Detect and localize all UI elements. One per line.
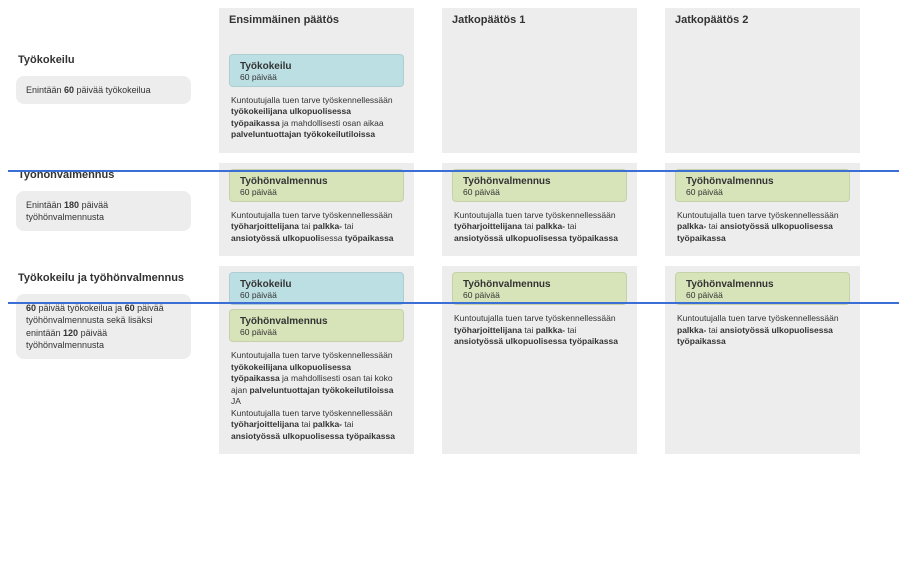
tyokokeilu-pill: Työkokeilu 60 päivää xyxy=(229,54,404,87)
row3-cell2: Työhönvalmennus 60 päivää Kuntoutujalla … xyxy=(442,266,637,454)
comparison-grid: Ensimmäinen päätös Jatkopäätös 1 Jatkopä… xyxy=(0,0,907,470)
cell-description: Kuntoutujalla tuen tarve työskennellessä… xyxy=(452,206,627,246)
pill-title: Työkokeilu xyxy=(240,279,393,290)
row3-cell1: Työkokeilu 60 päivää Työhönvalmennus 60 … xyxy=(219,266,414,454)
row1-cell2 xyxy=(442,48,637,153)
pill-sub: 60 päivää xyxy=(240,290,393,300)
pill-title: Työhönvalmennus xyxy=(686,176,839,187)
tyokokeilu-pill: Työkokeilu 60 päivää xyxy=(229,272,404,305)
cell-description: Kuntoutujalla tuen tarve työskennellessä… xyxy=(229,346,404,444)
row2-cell2: Työhönvalmennus 60 päivää Kuntoutujalla … xyxy=(442,163,637,256)
row1-title: Työkokeilu xyxy=(16,48,191,72)
pill-sub: 60 päivää xyxy=(240,72,393,82)
pill-sub: 60 päivää xyxy=(240,187,393,197)
row2-left: Työhönvalmennus Enintään 180 päivää työh… xyxy=(16,153,191,256)
header-col4: Jatkopäätös 2 xyxy=(665,8,860,48)
row2-cell1: Työhönvalmennus 60 päivää Kuntoutujalla … xyxy=(219,163,414,256)
tyohonvalmennus-pill: Työhönvalmennus 60 päivää xyxy=(452,272,627,305)
row1-cell3 xyxy=(665,48,860,153)
cell-description: Kuntoutujalla tuen tarve työskennellessä… xyxy=(452,309,627,349)
row2-intro: Enintään 180 päivää työhönvalmennusta xyxy=(16,191,191,231)
row3-title: Työkokeilu ja työhönvalmennus xyxy=(16,266,191,290)
pill-sub: 60 päivää xyxy=(686,290,839,300)
pill-title: Työhönvalmennus xyxy=(240,176,393,187)
pill-title: Työkokeilu xyxy=(240,61,393,72)
header-col3: Jatkopäätös 1 xyxy=(442,8,637,48)
row1-intro: Enintään 60 päivää työkokeilua xyxy=(16,76,191,104)
header-col2: Ensimmäinen päätös xyxy=(219,8,414,48)
pill-title: Työhönvalmennus xyxy=(240,316,393,327)
row3-cell3: Työhönvalmennus 60 päivää Kuntoutujalla … xyxy=(665,266,860,454)
tyohonvalmennus-pill: Työhönvalmennus 60 päivää xyxy=(229,309,404,342)
row3-left: Työkokeilu ja työhönvalmennus 60 päivää … xyxy=(16,256,191,454)
pill-sub: 60 päivää xyxy=(240,327,393,337)
tyohonvalmennus-pill: Työhönvalmennus 60 päivää xyxy=(229,169,404,202)
row1-cell1: Työkokeilu 60 päivää Kuntoutujalla tuen … xyxy=(219,48,414,153)
pill-title: Työhönvalmennus xyxy=(463,279,616,290)
header-empty xyxy=(16,8,191,48)
cell-description: Kuntoutujalla tuen tarve työskennellessä… xyxy=(675,206,850,246)
row2-title: Työhönvalmennus xyxy=(16,163,191,187)
divider-1 xyxy=(8,170,899,172)
pill-title: Työhönvalmennus xyxy=(463,176,616,187)
pill-sub: 60 päivää xyxy=(463,290,616,300)
cell-description: Kuntoutujalla tuen tarve työskennellessä… xyxy=(675,309,850,349)
pill-title: Työhönvalmennus xyxy=(686,279,839,290)
tyohonvalmennus-pill: Työhönvalmennus 60 päivää xyxy=(675,169,850,202)
cell-description: Kuntoutujalla tuen tarve työskennellessä… xyxy=(229,91,404,143)
divider-2 xyxy=(8,302,899,304)
pill-sub: 60 päivää xyxy=(686,187,839,197)
tyohonvalmennus-pill: Työhönvalmennus 60 päivää xyxy=(452,169,627,202)
row1-left: Työkokeilu Enintään 60 päivää työkokeilu… xyxy=(16,48,191,153)
tyohonvalmennus-pill: Työhönvalmennus 60 päivää xyxy=(675,272,850,305)
row2-cell3: Työhönvalmennus 60 päivää Kuntoutujalla … xyxy=(665,163,860,256)
cell-description: Kuntoutujalla tuen tarve työskennellessä… xyxy=(229,206,404,246)
pill-sub: 60 päivää xyxy=(463,187,616,197)
